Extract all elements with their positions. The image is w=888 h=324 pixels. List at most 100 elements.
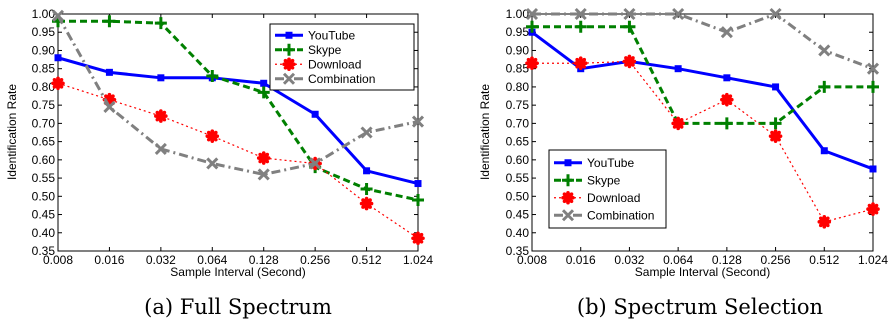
data-point-youtube — [54, 54, 62, 62]
data-point-download — [205, 129, 220, 143]
y-tick-label: 0.65 — [32, 135, 56, 149]
data-point-combination — [866, 62, 880, 75]
data-point-youtube — [105, 68, 113, 76]
data-point-download — [866, 202, 880, 216]
y-tick-label: 0.50 — [32, 189, 56, 203]
y-tick-label: 0.40 — [506, 226, 530, 240]
data-point-download — [359, 196, 374, 211]
y-tick-label: 0.85 — [506, 62, 530, 76]
series-line-combination — [56, 15, 419, 176]
legend-label-skype: Skype — [587, 173, 621, 187]
data-point-skype — [769, 117, 782, 130]
x-tick-label: 0.128 — [249, 253, 279, 267]
legend-marker-combination — [282, 72, 296, 85]
data-point-download — [573, 56, 588, 71]
y-tick-label: 0.50 — [506, 189, 530, 203]
legend-label-combination: Combination — [308, 72, 375, 86]
x-tick-label: 0.512 — [809, 253, 839, 267]
y-tick-label: 0.40 — [32, 226, 56, 240]
data-point-skype — [623, 20, 636, 33]
data-point-combination — [360, 126, 373, 139]
y-tick-label: 0.95 — [506, 25, 530, 39]
x-tick-label: 1.024 — [858, 253, 888, 267]
y-axis-label: Identification Rate — [5, 84, 19, 180]
figure-caption: (a) Full Spectrum — [144, 295, 332, 319]
series-line-download — [57, 82, 419, 239]
series-line-download — [532, 60, 874, 223]
legend-label-youtube: YouTube — [308, 28, 355, 42]
x-tick-label: 0.032 — [146, 253, 176, 267]
y-tick-label: 0.75 — [32, 98, 56, 112]
data-point-youtube — [820, 147, 828, 155]
data-point-skype — [526, 20, 538, 33]
x-tick-label: 0.008 — [43, 253, 73, 267]
data-point-youtube — [772, 83, 780, 91]
y-tick-label: 0.55 — [506, 171, 530, 185]
y-tick-label: 0.90 — [32, 43, 56, 57]
data-point-combination — [623, 7, 636, 21]
series-line-youtube — [531, 31, 874, 171]
y-tick-label: 0.35 — [32, 244, 56, 258]
data-point-combination — [103, 100, 116, 114]
y-tick-label: 0.35 — [506, 244, 530, 258]
data-point-youtube — [869, 165, 877, 173]
legend-marker-combination — [561, 209, 575, 222]
data-point-youtube — [414, 180, 422, 188]
legend-marker-youtube — [564, 159, 572, 167]
y-tick-label: 0.45 — [506, 208, 530, 222]
x-tick-label: 1.024 — [403, 253, 433, 267]
data-point-combination — [51, 9, 65, 22]
y-tick-label: 0.75 — [506, 98, 530, 112]
data-point-download — [525, 56, 539, 71]
data-point-skype — [574, 20, 587, 33]
data-point-combination — [309, 157, 322, 170]
data-point-youtube — [674, 65, 682, 73]
data-point-combination — [206, 157, 219, 170]
x-tick-label: 0.032 — [614, 253, 644, 267]
x-tick-label: 0.008 — [517, 253, 547, 267]
y-tick-label: 0.45 — [32, 208, 56, 222]
y-tick-label: 0.80 — [506, 80, 530, 94]
y-tick-label: 0.85 — [32, 62, 56, 76]
data-point-combination — [154, 142, 167, 155]
y-tick-label: 0.95 — [32, 25, 56, 39]
data-point-skype — [412, 193, 424, 206]
y-tick-label: 0.55 — [32, 171, 56, 185]
data-point-youtube — [157, 74, 165, 82]
data-point-combination — [257, 168, 270, 181]
data-point-youtube — [260, 79, 268, 87]
series-line-skype — [58, 19, 419, 202]
data-point-combination — [411, 115, 425, 128]
data-point-combination — [574, 7, 587, 21]
legend-label-download: Download — [308, 57, 361, 71]
y-tick-label: 0.65 — [506, 135, 530, 149]
legend-marker-youtube — [285, 31, 293, 39]
data-point-combination — [672, 7, 685, 21]
series-line-combination — [532, 12, 874, 71]
data-point-skype — [360, 183, 373, 196]
data-point-download — [256, 151, 271, 165]
series-line-youtube — [57, 56, 419, 186]
y-tick-label: 0.60 — [32, 153, 56, 167]
y-tick-label: 1.00 — [32, 7, 56, 21]
data-point-combination — [769, 7, 782, 21]
data-point-skype — [154, 17, 167, 30]
data-point-skype — [103, 15, 116, 28]
data-point-download — [51, 76, 65, 91]
x-tick-label: 0.256 — [761, 253, 791, 267]
data-point-skype — [867, 80, 879, 93]
legend-marker-skype — [562, 174, 574, 187]
data-point-download — [671, 116, 685, 131]
plot-frame — [531, 13, 874, 252]
legend-label-download: Download — [587, 191, 640, 205]
data-point-download — [720, 92, 734, 107]
x-tick-label: 0.016 — [566, 253, 596, 267]
y-axis-label: Identification Rate — [478, 84, 492, 180]
data-point-download — [768, 129, 783, 143]
data-point-download — [154, 109, 168, 123]
x-tick-label: 0.512 — [352, 253, 382, 267]
x-tick-label: 0.064 — [663, 253, 693, 267]
